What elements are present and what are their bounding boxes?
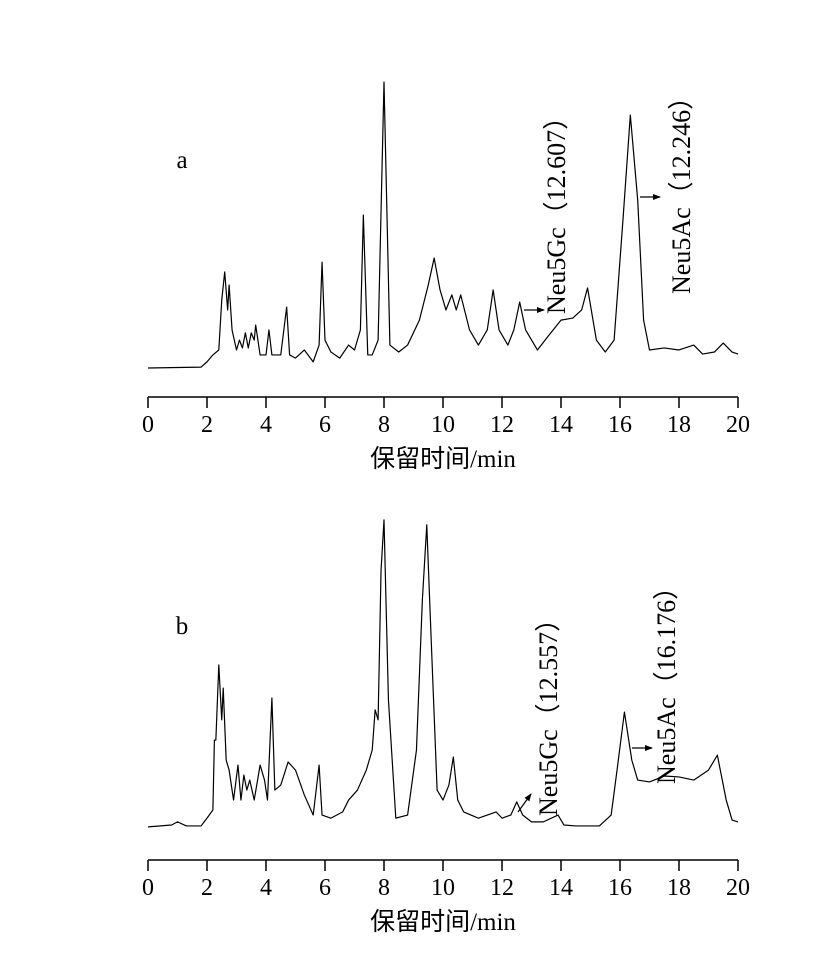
x-axis-label: 保留时间/min — [370, 445, 516, 473]
x-tick-label: 12 — [490, 412, 514, 438]
peak-annotation: Neu5Ac（12.246） — [667, 84, 696, 294]
x-tick-label: 14 — [549, 875, 573, 901]
x-tick-label: 2 — [201, 412, 213, 438]
x-tick-label: 18 — [667, 412, 691, 438]
x-tick-label: 2 — [201, 875, 213, 901]
peak-annotation: Neu5Gc（12.607） — [542, 104, 571, 314]
x-tick-label: 18 — [667, 875, 691, 901]
chromatogram-line — [147, 81, 739, 369]
x-tick-label: 16 — [608, 875, 632, 901]
x-tick-label: 10 — [431, 875, 455, 901]
x-tick-label: 14 — [549, 412, 573, 438]
x-tick-label: 16 — [608, 412, 632, 438]
x-tick-label: 6 — [319, 412, 331, 438]
x-tick-label: 20 — [726, 412, 750, 438]
x-tick-label: 0 — [142, 875, 154, 901]
panel-label: b — [176, 613, 189, 640]
x-tick-label: 0 — [142, 412, 154, 438]
x-tick-label: 4 — [260, 412, 272, 438]
x-tick-label: 12 — [490, 875, 514, 901]
x-tick-label: 6 — [319, 875, 331, 901]
annotation-arrow — [517, 793, 532, 813]
x-tick-label: 8 — [378, 412, 390, 438]
x-tick-label: 4 — [260, 875, 272, 901]
peak-annotation: Neu5Ac（16.176） — [652, 574, 681, 784]
x-axis-label: 保留时间/min — [370, 908, 516, 936]
x-tick-label: 10 — [431, 412, 455, 438]
peak-annotation: Neu5Gc（12.557） — [534, 606, 563, 816]
x-tick-label: 8 — [378, 875, 390, 901]
chromatogram-line — [147, 519, 739, 828]
x-tick-label: 20 — [726, 875, 750, 901]
panel-label: a — [176, 147, 187, 174]
